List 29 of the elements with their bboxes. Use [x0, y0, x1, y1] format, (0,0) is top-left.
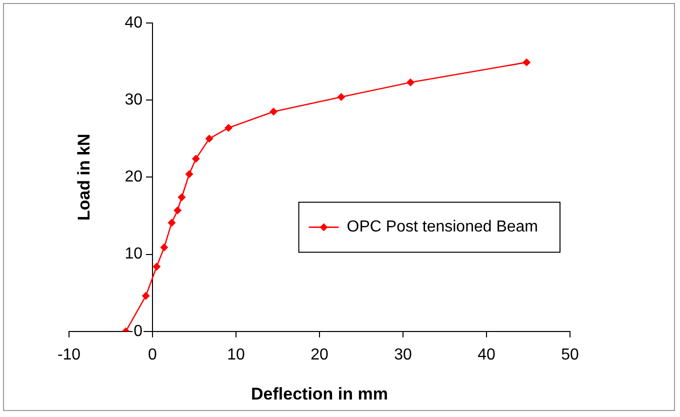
point	[224, 124, 232, 132]
x-tick-label: -10	[57, 346, 81, 364]
x-tick-label: 50	[561, 346, 579, 364]
point	[160, 243, 168, 252]
y-axis-title: Load in kN	[74, 134, 94, 221]
point	[168, 218, 176, 227]
y-tick-label: 40	[124, 14, 143, 32]
legend-label: OPC Post tensioned Beam	[346, 218, 538, 236]
x-tick-label: 40	[478, 346, 496, 364]
y-tick-label: 0	[134, 322, 143, 340]
point	[205, 134, 214, 143]
point	[142, 292, 150, 300]
y-tick-label: 10	[124, 246, 143, 263]
point	[174, 206, 182, 214]
point	[192, 154, 200, 163]
point	[406, 78, 415, 86]
point	[185, 170, 194, 178]
point	[178, 193, 186, 202]
point	[522, 58, 531, 66]
point	[270, 108, 278, 116]
point	[152, 262, 161, 271]
y-tick-label: 20	[124, 168, 143, 186]
point	[337, 93, 346, 102]
x-axis-title: Deflection in mm	[251, 384, 388, 404]
x-tick-label: 20	[310, 346, 328, 364]
x-tick-label: 30	[394, 346, 412, 364]
x-tick-label: 0	[148, 346, 158, 364]
x-tick-label: 10	[227, 346, 245, 364]
y-tick-label: 30	[124, 92, 143, 109]
